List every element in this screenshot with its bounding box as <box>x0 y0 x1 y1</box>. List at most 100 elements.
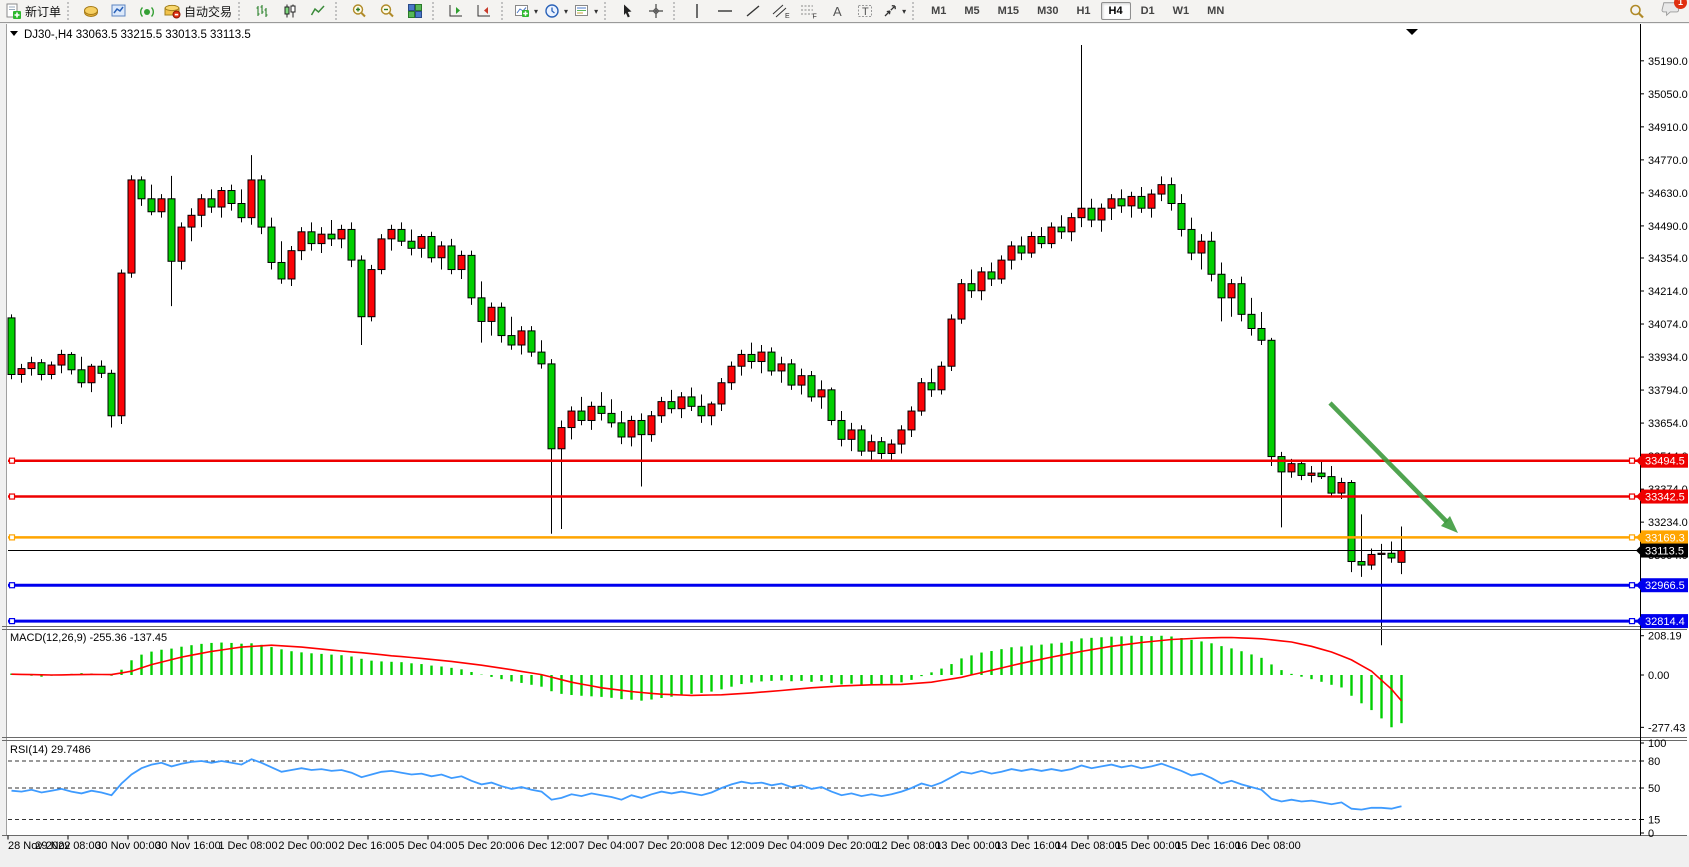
hline-handle <box>8 534 16 541</box>
svg-text:T: T <box>862 6 869 18</box>
svg-text:34354.0: 34354.0 <box>1648 253 1688 265</box>
trendline-button[interactable] <box>739 0 767 22</box>
hline-handle <box>8 457 16 464</box>
new-order-label: 新订单 <box>25 4 62 19</box>
timeframe-m5-button[interactable]: M5 <box>964 5 980 17</box>
chart-shift-button[interactable] <box>442 0 470 22</box>
toolbar-grip <box>501 2 508 20</box>
bar-chart-icon <box>256 5 268 17</box>
zoom-in-button[interactable] <box>345 0 373 22</box>
timeframe-h1-button[interactable]: H1 <box>1076 5 1091 17</box>
horizontal-line-button[interactable] <box>711 0 739 22</box>
toolbar-grip <box>67 2 74 20</box>
auto-trading-icon <box>164 4 181 19</box>
svg-text:0: 0 <box>1648 828 1654 840</box>
timeframe-h4-button[interactable]: H4 <box>1100 2 1131 20</box>
arrows-button[interactable]: ▾ <box>879 0 909 22</box>
fibonacci-icon: F <box>801 5 817 19</box>
cursor-icon <box>624 4 632 18</box>
indicators-button[interactable]: ▾ <box>511 0 541 22</box>
timeframe-w1-button[interactable]: W1 <box>1172 5 1190 17</box>
svg-text:33494.5: 33494.5 <box>1645 456 1685 468</box>
svg-text:7 Dec 04:00: 7 Dec 04:00 <box>578 840 637 852</box>
svg-text:7 Dec 20:00: 7 Dec 20:00 <box>638 840 697 852</box>
gold-button[interactable] <box>77 0 105 22</box>
templates-button[interactable]: ▾ <box>571 0 601 22</box>
channel-button[interactable]: E <box>767 0 795 22</box>
timeframe-mn-button[interactable]: MN <box>1207 5 1225 17</box>
text-label-button[interactable]: T <box>851 0 879 22</box>
fibonacci-button[interactable]: F <box>795 0 823 22</box>
svg-text:9 Dec 04:00: 9 Dec 04:00 <box>758 840 817 852</box>
svg-text:-277.43: -277.43 <box>1648 722 1685 734</box>
svg-text:32814.4: 32814.4 <box>1645 616 1685 628</box>
svg-text:33654.0: 33654.0 <box>1648 418 1688 430</box>
timeframe-d1-button[interactable]: D1 <box>1140 5 1155 17</box>
rsi-line <box>11 758 1402 811</box>
toolbar-grip <box>335 2 342 20</box>
svg-text:33342.5: 33342.5 <box>1645 492 1685 504</box>
svg-text:14 Dec 08:00: 14 Dec 08:00 <box>1055 840 1120 852</box>
svg-text:15: 15 <box>1648 815 1660 827</box>
svg-text:A: A <box>833 4 842 19</box>
zoom-out-icon <box>380 4 394 18</box>
bar-chart-button[interactable] <box>248 0 276 22</box>
chevron-down-icon: ▾ <box>534 6 539 16</box>
timeframe-m15-button[interactable]: M15 <box>997 5 1020 17</box>
hline-handle <box>1628 457 1636 464</box>
toolbar-grip <box>673 2 680 20</box>
line-chart-button[interactable] <box>304 0 332 22</box>
chart-corner-collapse-icon <box>1406 29 1418 35</box>
vertical-line-button[interactable] <box>683 0 711 22</box>
crosshair-button[interactable] <box>642 0 670 22</box>
zoom-in-icon <box>352 4 366 18</box>
signal-button[interactable] <box>133 0 161 22</box>
svg-text:30 Nov 00:00: 30 Nov 00:00 <box>95 840 160 852</box>
svg-text:34910.0: 34910.0 <box>1648 122 1688 134</box>
candlestick-button[interactable] <box>276 0 304 22</box>
indicators-icon <box>515 5 530 17</box>
chart-title: DJ30-,H4 33063.5 33215.5 33013.5 33113.5 <box>24 29 251 41</box>
timeframe-m1-button[interactable]: M1 <box>931 5 947 17</box>
svg-text:80: 80 <box>1648 756 1660 768</box>
line-chart-icon <box>310 5 325 16</box>
periods-button[interactable]: ▾ <box>541 0 571 22</box>
periods-icon <box>545 4 559 18</box>
timeframe-buttons: M1 M5 M15 M30 H1 H4 D1 W1 MN <box>922 2 1233 20</box>
svg-text:29 Nov 08:00: 29 Nov 08:00 <box>35 840 100 852</box>
gold-icon <box>84 6 99 17</box>
chart-publish-button[interactable] <box>105 0 133 22</box>
chart-shift-icon <box>449 5 463 17</box>
svg-text:2 Dec 00:00: 2 Dec 00:00 <box>278 840 337 852</box>
toolbar-grip <box>238 2 245 20</box>
timeframe-m30-button[interactable]: M30 <box>1037 5 1059 17</box>
tile-windows-button[interactable] <box>401 0 429 22</box>
svg-text:28 Nov 2022: 28 Nov 2022 <box>8 840 70 852</box>
new-order-button[interactable]: 新订单 <box>2 0 64 22</box>
auto-trading-button[interactable]: 自动交易 <box>161 0 235 22</box>
chevron-down-icon: ▾ <box>902 6 907 16</box>
svg-text:34490.0: 34490.0 <box>1648 221 1688 233</box>
zoom-out-button[interactable] <box>373 0 401 22</box>
notifications-button[interactable]: 1 <box>1661 0 1687 23</box>
toolbar-grip <box>912 2 919 20</box>
svg-text:13 Dec 16:00: 13 Dec 16:00 <box>995 840 1060 852</box>
signal-icon <box>140 7 154 17</box>
toolbar-grip <box>432 2 439 20</box>
svg-text:34074.0: 34074.0 <box>1648 319 1688 331</box>
hline-handle <box>1628 582 1636 589</box>
cursor-button[interactable] <box>614 0 642 22</box>
search-button[interactable] <box>1623 0 1651 22</box>
auto-scroll-button[interactable] <box>470 0 498 22</box>
horizontal-line-icon <box>718 10 733 12</box>
svg-text:100: 100 <box>1648 738 1666 750</box>
macd-label: MACD(12,26,9) -255.36 -137.45 <box>10 632 167 644</box>
svg-text:0.00: 0.00 <box>1648 670 1669 682</box>
toolbar: 新订单 自动交易 <box>0 0 1689 23</box>
svg-text:1 Dec 08:00: 1 Dec 08:00 <box>218 840 277 852</box>
svg-text:33234.0: 33234.0 <box>1648 517 1688 529</box>
chevron-down-icon: ▾ <box>564 6 569 16</box>
text-button[interactable]: A <box>823 0 851 22</box>
